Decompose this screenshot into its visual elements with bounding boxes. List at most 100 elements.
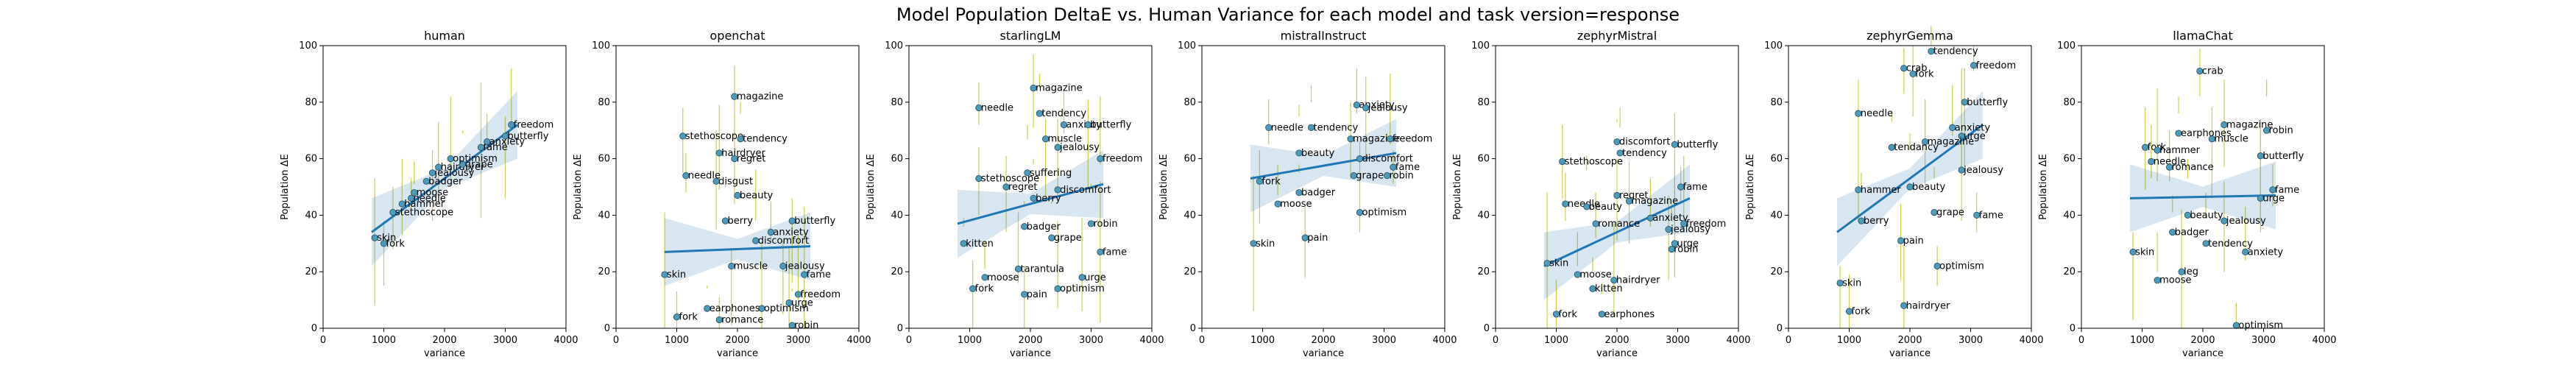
regression-line — [1836, 124, 1984, 233]
scatter-point — [2169, 228, 2176, 236]
scatter-point — [1390, 163, 1397, 171]
scatter-point — [1616, 149, 1624, 157]
point-label: earphones — [1604, 309, 1655, 320]
y-tick-label: 60 — [1477, 154, 1490, 165]
scatter-point — [1961, 99, 1968, 106]
scatter-point — [508, 121, 515, 129]
x-tick-label: 0 — [906, 335, 912, 346]
plot-area — [909, 46, 1152, 328]
point-label: butterfly — [508, 131, 549, 142]
scatter-point — [679, 132, 687, 140]
point-label: skin — [667, 269, 686, 280]
point-label: freedom — [1393, 134, 1433, 145]
point-label: crab — [2202, 66, 2223, 77]
point-label: freedom — [514, 120, 554, 131]
y-tick-label: 40 — [598, 210, 610, 221]
y-tick-label: 0 — [2070, 323, 2076, 334]
point-label: moose — [417, 188, 448, 199]
scatter-point — [1613, 191, 1621, 199]
y-axis-label: Population ΔE — [1745, 154, 1756, 220]
point-label: optimism — [453, 154, 498, 165]
point-label: hammer — [404, 199, 445, 210]
scatter-point — [981, 274, 988, 281]
x-axis-label: variance — [424, 348, 465, 359]
y-axis-label: Population ΔE — [2038, 154, 2049, 220]
scatter-point — [422, 177, 430, 185]
point-label: badger — [428, 176, 463, 187]
scatter-point — [975, 104, 983, 112]
scatter-point — [1356, 208, 1364, 216]
x-tick-label: 3000 — [786, 335, 810, 346]
point-label: magazine — [737, 91, 784, 102]
scatter-point — [1265, 124, 1273, 131]
scatter-point — [1900, 302, 1908, 309]
scatter-point — [731, 155, 738, 163]
point-label: urge — [1084, 272, 1106, 283]
scatter-point — [1295, 189, 1303, 197]
point-label: berry — [1036, 193, 1061, 204]
y-tick-label: 20 — [1770, 266, 1783, 277]
scatter-point — [1931, 208, 1938, 216]
point-label: magazine — [1632, 196, 1679, 207]
scatter-point — [1928, 48, 1935, 55]
point-label: badger — [1301, 188, 1336, 199]
regression-line — [371, 124, 518, 233]
scatter-point — [704, 305, 711, 312]
point-label: robin — [1674, 244, 1698, 255]
scatter-point — [2221, 217, 2228, 224]
x-tick-label: 3000 — [493, 335, 517, 346]
scatter-point — [712, 177, 720, 185]
scatter-point — [1888, 144, 1895, 151]
point-label: moose — [1579, 269, 1611, 280]
scatter-point — [1387, 135, 1394, 143]
scatter-point — [1543, 260, 1551, 267]
x-tick-label: 3000 — [2251, 335, 2276, 346]
scatter-point — [484, 138, 491, 146]
point-label: fork — [1262, 176, 1281, 187]
x-tick-label: 2000 — [2190, 335, 2215, 346]
point-label: beauty — [1301, 148, 1335, 159]
scatter-point — [2148, 158, 2155, 166]
subplot-6: crabmagazinerobinearphonesmuscleforkhamm… — [2038, 29, 2337, 359]
point-label: moose — [1280, 199, 1312, 210]
scatter-point — [1592, 220, 1599, 227]
y-tick-label: 0 — [1484, 323, 1490, 334]
subplot-0: skinforkstethoscopehammerneedlemoosebadg… — [280, 29, 578, 359]
point-label: discomfort — [1619, 137, 1670, 148]
regression-line — [2129, 194, 2276, 199]
scatter-point — [1014, 265, 1022, 272]
point-label: anxiety — [1955, 122, 1991, 133]
point-label: magazine — [1036, 83, 1083, 94]
point-label: fork — [386, 238, 406, 250]
point-label: skin — [1549, 258, 1568, 269]
scatter-point — [2142, 144, 2149, 151]
y-tick-label: 0 — [604, 323, 610, 334]
scatter-point — [447, 155, 454, 163]
point-label: beauty — [740, 191, 774, 202]
y-tick-label: 60 — [2063, 154, 2076, 165]
scatter-point — [1949, 124, 1956, 131]
scatter-point — [1625, 197, 1633, 205]
scatter-point — [1356, 155, 1364, 163]
y-tick-label: 60 — [598, 154, 610, 165]
scatter-point — [801, 271, 808, 278]
point-label: grape — [1054, 233, 1082, 244]
scatter-point — [2184, 211, 2191, 219]
scatter-point — [1002, 183, 1010, 191]
point-label: beauty — [1589, 202, 1623, 213]
scatter-point — [1855, 186, 1862, 194]
point-label: tendency — [2208, 238, 2253, 250]
point-label: fork — [975, 283, 994, 294]
scatter-point — [1307, 124, 1315, 131]
y-tick-label: 40 — [1183, 210, 1196, 221]
y-tick-label: 80 — [2063, 97, 2076, 108]
x-tick-label: 2000 — [725, 335, 749, 346]
point-label: optimism — [1939, 261, 1984, 272]
point-label: fame — [1395, 162, 1420, 173]
scatter-point — [1973, 211, 1981, 219]
point-label: earphones — [710, 303, 760, 314]
y-tick-label: 100 — [592, 40, 610, 52]
point-label: romance — [721, 314, 763, 325]
scatter-point — [1097, 155, 1104, 163]
